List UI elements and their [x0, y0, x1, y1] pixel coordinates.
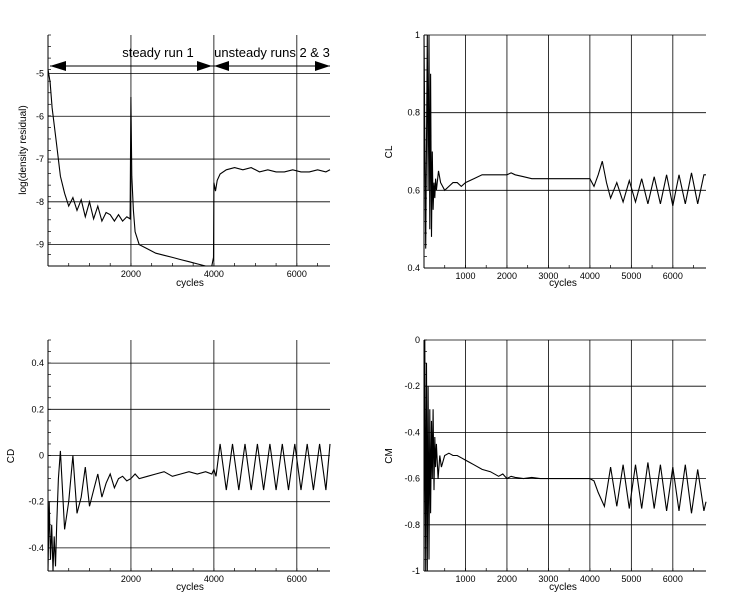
cm-panel: cycles CM 1000 2000 3000 4000 5000 6000 -1 -0.8… — [384, 335, 707, 593]
x-tick-label: 6000 — [663, 574, 683, 584]
y-tick-label: 0.4 — [407, 263, 420, 273]
y-tick-label: 0.4 — [31, 358, 44, 368]
x-axis-label-cd: cycles — [176, 582, 204, 593]
y-tick-label: -7 — [36, 154, 44, 164]
x-tick-label: 2000 — [121, 269, 141, 279]
arrow-head-right — [315, 61, 330, 71]
arrow-head-mid-right — [214, 61, 229, 71]
x-axis-label-cl: cycles — [549, 278, 577, 289]
y-tick-label: -0.4 — [404, 427, 420, 437]
cd-panel: cycles CD 2000 4000 6000 -0.4 -0.2 0 0.2 0.4 — [6, 339, 331, 593]
y-tick-label: -0.2 — [28, 497, 44, 507]
x-tick-label: 6000 — [287, 269, 307, 279]
arrow-head-mid-left — [197, 61, 212, 71]
x-tick-label: 1000 — [455, 574, 475, 584]
y-tick-label: -0.4 — [28, 543, 44, 553]
x-tick-label: 5000 — [621, 574, 641, 584]
y-tick-label: 1 — [415, 30, 420, 40]
y-tick-label: 0.6 — [407, 185, 420, 195]
x-tick-label: 4000 — [204, 574, 224, 584]
x-tick-label: 2000 — [497, 574, 517, 584]
arrow-head-left — [50, 61, 66, 71]
x-tick-label: 3000 — [538, 574, 558, 584]
x-tick-label: 4000 — [580, 271, 600, 281]
series-line — [423, 339, 707, 572]
x-tick-label: 2000 — [121, 574, 141, 584]
y-axis-label-cd: CD — [6, 449, 17, 463]
x-tick-label: 3000 — [538, 271, 558, 281]
y-tick-label: -0.8 — [404, 520, 420, 530]
series-line — [47, 443, 331, 572]
y-axis-label-cl: CL — [384, 145, 395, 158]
annotation-unsteady-runs: unsteady runs 2 & 3 — [214, 45, 330, 60]
y-tick-label: 0 — [415, 335, 420, 345]
x-axis-label-cm: cycles — [549, 582, 577, 593]
y-tick-label: -8 — [36, 197, 44, 207]
x-tick-label: 6000 — [287, 574, 307, 584]
annotation-steady-run: steady run 1 — [122, 45, 194, 60]
y-tick-label: 0.8 — [407, 108, 420, 118]
x-tick-label: 1000 — [455, 271, 475, 281]
y-axis-label-cm: CM — [384, 448, 395, 464]
y-tick-label: -1 — [412, 566, 420, 576]
y-tick-label: 0.2 — [31, 404, 44, 414]
y-tick-label: -6 — [36, 111, 44, 121]
y-tick-label: -9 — [36, 240, 44, 250]
cl-panel: cycles CL 1000 2000 3000 4000 5000 6000 0.4 0.6… — [384, 30, 706, 289]
y-tick-label: -0.2 — [404, 381, 420, 391]
residual-panel: steady run 1 unsteady runs 2 & 3 cycles … — [18, 34, 331, 289]
y-tick-label: 0 — [39, 451, 44, 461]
y-tick-label: -0.6 — [404, 474, 420, 484]
x-tick-label: 4000 — [204, 269, 224, 279]
x-axis-label-residual: cycles — [176, 278, 204, 289]
y-axis-label-residual: log(density residual) — [18, 105, 29, 195]
y-tick-label: -5 — [36, 69, 44, 79]
series-line — [423, 34, 706, 249]
x-tick-label: 5000 — [621, 271, 641, 281]
x-tick-label: 4000 — [580, 574, 600, 584]
x-tick-label: 2000 — [497, 271, 517, 281]
series-line — [47, 69, 331, 267]
x-tick-label: 6000 — [663, 271, 683, 281]
